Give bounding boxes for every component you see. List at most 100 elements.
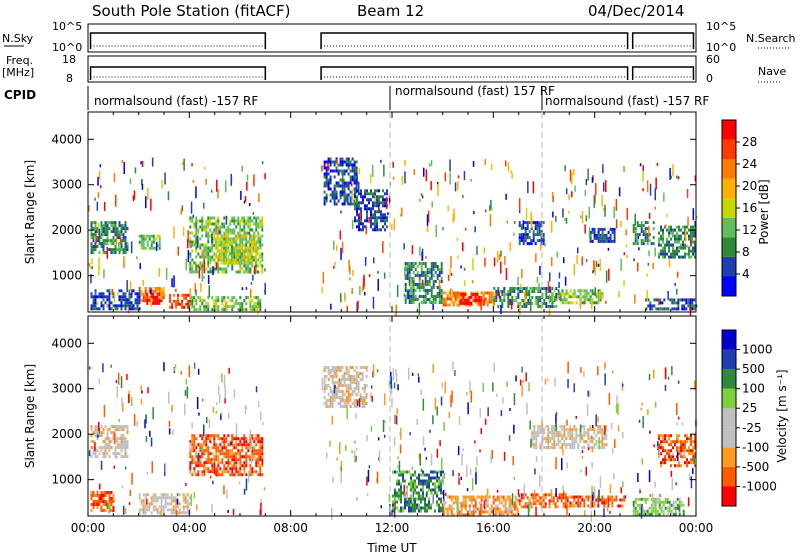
power-cell	[228, 258, 231, 262]
power-cell	[183, 296, 186, 300]
power-cell	[251, 264, 254, 268]
power-cell	[122, 248, 125, 252]
velocity-cell	[556, 499, 559, 503]
velocity-noise-cell	[541, 430, 544, 442]
velocity-cell	[666, 500, 669, 504]
power-cell	[110, 239, 113, 243]
velocity-cell	[418, 503, 420, 507]
power-cell	[154, 237, 157, 241]
velocity-noise-cell	[260, 498, 262, 505]
power-cell	[106, 295, 109, 299]
power-cell	[571, 295, 574, 299]
power-cell	[678, 228, 680, 232]
power-cell	[231, 216, 234, 220]
velocity-cell	[422, 497, 424, 501]
power-cell	[249, 267, 252, 271]
power-cell	[259, 222, 262, 226]
power-cell	[122, 292, 125, 296]
power-noise-cell	[192, 179, 195, 183]
power-cell	[571, 292, 574, 296]
velocity-cell	[416, 497, 418, 501]
velocity-cell	[142, 511, 145, 515]
velocity-cell	[664, 437, 666, 441]
velocity-cell	[547, 446, 550, 450]
velocity-cell	[116, 425, 119, 429]
velocity-noise-cell	[591, 462, 593, 469]
power-cell	[414, 295, 417, 298]
power-cell	[225, 237, 228, 241]
velocity-cell	[414, 509, 416, 513]
velocity-noise-cell	[116, 455, 118, 459]
power-cell	[112, 239, 115, 243]
velocity-cell	[662, 437, 664, 441]
power-cell	[522, 242, 525, 246]
velocity-cell	[199, 446, 202, 450]
power-cell	[241, 237, 244, 241]
velocity-cell	[339, 396, 342, 399]
velocity-cell	[333, 399, 336, 402]
velocity-noise-cell	[176, 498, 179, 505]
power-cell	[150, 287, 153, 290]
velocity-cell	[535, 434, 538, 438]
velocity-noise-cell	[95, 490, 98, 494]
velocity-cell	[569, 437, 572, 441]
power-cell	[341, 187, 344, 191]
power-cell	[327, 178, 330, 182]
power-cell	[114, 239, 117, 243]
power-cell	[422, 283, 425, 286]
velocity-cell	[329, 399, 332, 402]
power-cell	[152, 246, 155, 250]
velocity-cell	[361, 405, 364, 408]
power-cell	[687, 304, 690, 308]
velocity-cell	[116, 446, 119, 450]
power-cell	[404, 262, 407, 265]
power-cell	[237, 231, 240, 235]
velocity-cell	[241, 455, 244, 459]
velocity-cell	[96, 428, 99, 432]
velocity-cell	[112, 437, 115, 441]
nsky-tick-top: 10^5	[52, 20, 82, 33]
power-cell	[261, 219, 264, 223]
velocity-cell	[144, 508, 147, 512]
power-cell	[408, 289, 411, 292]
power-cell	[408, 280, 411, 283]
power-cell	[207, 261, 210, 265]
power-noise-cell	[505, 268, 508, 280]
power-cell	[136, 298, 139, 302]
velocity-cell	[243, 443, 246, 447]
velocity-cell	[259, 437, 262, 441]
power-cell	[228, 252, 231, 256]
power-cell	[384, 192, 386, 196]
power-cell	[676, 237, 678, 241]
power-cell	[150, 243, 153, 247]
velocity-cell	[569, 428, 572, 432]
power-cell	[257, 237, 260, 241]
power-cell	[199, 308, 202, 312]
velocity-cell	[660, 500, 663, 504]
power-cell	[658, 240, 660, 244]
velocity-cell	[678, 461, 680, 465]
power-cell	[355, 169, 358, 173]
velocity-cell	[589, 446, 592, 450]
velocity-cell	[102, 491, 105, 494]
power-cell	[229, 237, 232, 241]
power-cell	[136, 304, 139, 308]
velocity-cell	[329, 375, 332, 378]
velocity-cell	[688, 437, 690, 441]
power-cell	[238, 234, 241, 238]
power-cell	[148, 296, 151, 299]
power-cell	[110, 224, 113, 228]
power-cell	[217, 305, 220, 309]
velocity-cell	[193, 437, 196, 441]
velocity-cell	[323, 402, 326, 405]
power-cell	[581, 301, 584, 305]
velocity-cell	[450, 510, 453, 514]
power-cell	[136, 295, 139, 299]
power-cell	[255, 249, 258, 253]
power-cell	[378, 210, 380, 214]
velocity-cell	[170, 499, 173, 503]
power-cell	[611, 230, 614, 234]
power-cell	[333, 193, 336, 197]
power-cell	[162, 296, 165, 299]
